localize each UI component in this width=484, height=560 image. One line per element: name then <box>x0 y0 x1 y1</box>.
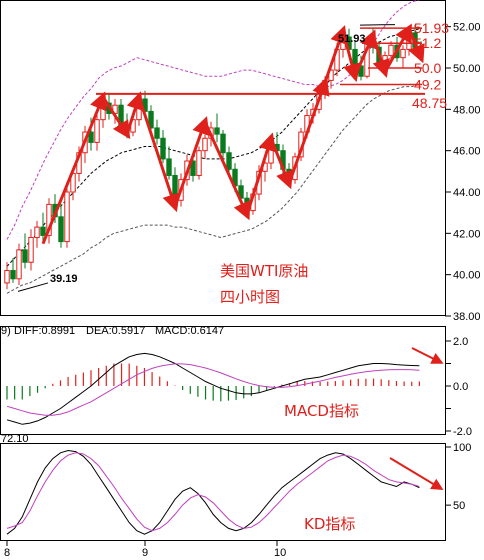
level-label: 50.0 <box>414 60 441 76</box>
candle-body <box>154 127 160 139</box>
trend-arrow <box>269 137 293 190</box>
candle-body <box>28 236 34 263</box>
candle-body <box>172 174 178 201</box>
kd-tick-label: 50 <box>453 500 465 512</box>
level-label: 48.75 <box>412 95 447 111</box>
dea-value-label: DEA:0.5917 <box>86 325 145 337</box>
trend-arrow <box>287 76 330 185</box>
annotation-title: 美国WTI原油 <box>220 262 308 280</box>
kd-header: 72.10 <box>1 433 29 445</box>
price-axis: 38.00 40.00 42.00 44.00 46.00 48.00 50.00 52.00 <box>445 22 481 323</box>
trend-arrow <box>173 116 210 207</box>
panel-frames <box>0 0 446 541</box>
price-tick-label: 44.00 <box>453 187 481 199</box>
time-tick-label: 10 <box>274 547 286 559</box>
candle-body <box>220 133 226 154</box>
macd-series: 2.0 0.0 -2.0 <box>6 336 472 438</box>
kd-series: 100 50 <box>6 442 471 535</box>
trend-arrow <box>407 28 425 64</box>
price-tick-label: 46.00 <box>453 146 481 158</box>
candle-body <box>196 150 202 176</box>
k-line <box>6 449 420 535</box>
price-tick-label: 50.00 <box>453 63 481 75</box>
price-panel-frame <box>0 0 446 316</box>
kd-panel-title: KD指标 <box>304 515 355 533</box>
price-tick-label: 52.00 <box>453 22 481 34</box>
trend-arrow <box>383 23 412 73</box>
kd-tick-label: 100 <box>453 442 471 454</box>
candle-body <box>388 44 394 57</box>
price-tick-label: 38.00 <box>453 311 481 323</box>
trend-arrow <box>371 34 390 78</box>
candle-body <box>352 48 358 67</box>
candle-body <box>202 137 208 152</box>
macd-panel-frame <box>0 326 446 435</box>
trend-arrow <box>101 96 131 140</box>
candle-body <box>34 226 40 238</box>
d-line <box>6 452 420 532</box>
diff-value-label: DIFF:0.8991 <box>14 325 75 337</box>
time-tick-label: 8 <box>4 547 10 559</box>
price-tick-label: 40.00 <box>453 270 481 282</box>
candle-body <box>94 119 100 143</box>
level-label: 51.93 <box>414 20 449 36</box>
time-tick-label: 9 <box>142 547 148 559</box>
candle-body <box>400 48 406 59</box>
trend-arrows <box>41 23 425 245</box>
candle-body <box>16 249 22 280</box>
macd-panel-title: MACD指标 <box>284 402 359 420</box>
macd-header-prefix: 9) <box>1 325 11 337</box>
price-tick-label: 48.00 <box>453 104 481 116</box>
annotation-subtitle: 四小时图 <box>220 288 280 306</box>
low-price-label: 39.19 <box>50 273 78 285</box>
low-marker-line <box>17 282 49 292</box>
lower-band-line <box>6 84 420 294</box>
candle-body <box>58 216 64 243</box>
macd-value-label: MACD:0.6147 <box>155 325 224 337</box>
macd-tick-label: -2.0 <box>453 426 472 438</box>
trend-arrow <box>341 30 361 83</box>
kd-panel-frame <box>0 443 446 541</box>
candle-body <box>226 152 232 170</box>
trend-arrow <box>323 25 348 83</box>
macd-trend-arrow <box>411 347 444 364</box>
candle-body <box>10 270 16 280</box>
candle-body <box>64 191 70 243</box>
high-price-label: 51.93 <box>338 33 366 45</box>
macd-tick-label: 0.0 <box>453 381 468 393</box>
candle-body <box>166 158 172 176</box>
candle-body <box>88 131 94 143</box>
time-axis: 8 9 10 <box>4 541 286 559</box>
price-tick-label: 42.00 <box>453 228 481 240</box>
trend-arrow <box>245 132 276 216</box>
macd-tick-label: 2.0 <box>453 336 468 348</box>
candle-body <box>100 102 106 121</box>
trend-arrow <box>41 91 107 245</box>
level-label: 49.2 <box>414 77 441 93</box>
candle-body <box>40 226 46 236</box>
candle-body <box>4 270 10 284</box>
high-marker-line <box>359 24 396 26</box>
candle-body <box>22 249 28 263</box>
kd-trend-arrow <box>389 457 444 491</box>
diff-line <box>6 352 420 425</box>
candle-body <box>190 160 196 176</box>
candle-body <box>148 110 154 129</box>
trend-arrow <box>137 96 180 213</box>
candle-body <box>160 137 166 160</box>
trend-arrow <box>125 91 144 135</box>
candle-body <box>214 127 220 135</box>
dea-line <box>6 363 420 416</box>
trend-arrow <box>353 29 377 77</box>
trend-arrow <box>203 121 251 221</box>
